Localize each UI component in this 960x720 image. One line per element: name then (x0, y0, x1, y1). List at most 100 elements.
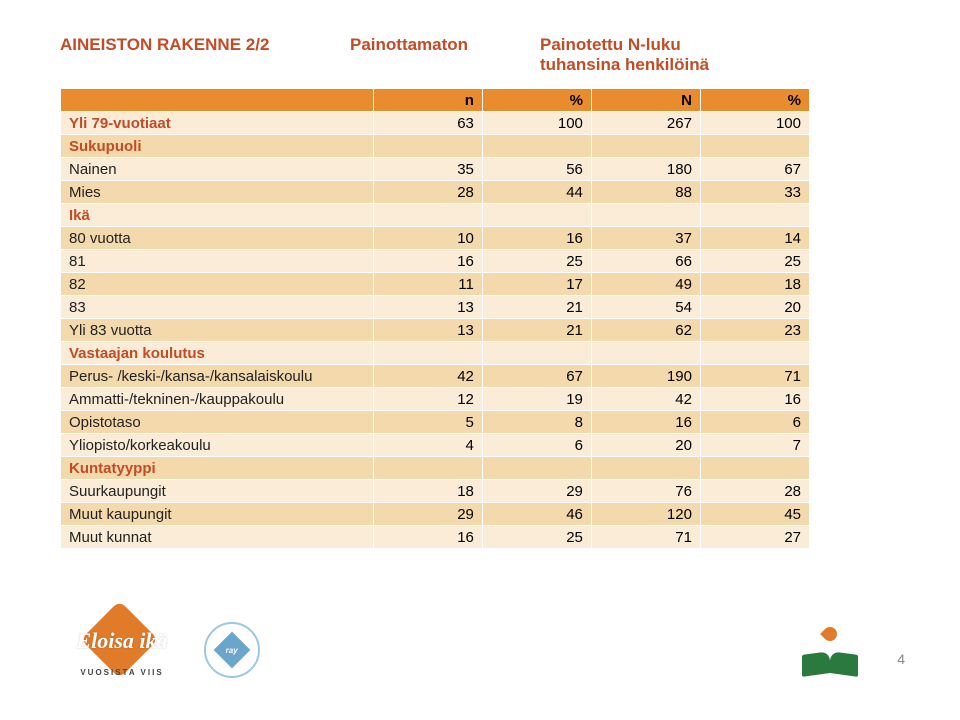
cell: 42 (591, 387, 700, 410)
cell: 11 (373, 272, 482, 295)
row-label: Yli 83 vuotta (61, 318, 374, 341)
cell (373, 134, 482, 157)
table-row: Muut kaupungit294612045 (61, 502, 810, 525)
cell (482, 456, 591, 479)
table-row: Kuntatyyppi (61, 456, 810, 479)
cell: 6 (482, 433, 591, 456)
cell: 67 (482, 364, 591, 387)
cell: 16 (700, 387, 809, 410)
cell (700, 203, 809, 226)
cell: 16 (591, 410, 700, 433)
cell: 28 (700, 479, 809, 502)
cell (373, 341, 482, 364)
cell: 14 (700, 226, 809, 249)
header-N: N (591, 88, 700, 111)
table-row: Ikä (61, 203, 810, 226)
table-row: 8313215420 (61, 295, 810, 318)
cell: 6 (700, 410, 809, 433)
cell: 62 (591, 318, 700, 341)
header-pct2: % (700, 88, 809, 111)
cell: 23 (700, 318, 809, 341)
cell: 46 (482, 502, 591, 525)
page-title: AINEISTON RAKENNE 2/2 (60, 35, 350, 76)
cell (591, 456, 700, 479)
row-label: 81 (61, 249, 374, 272)
header-n: n (373, 88, 482, 111)
book-left-page (802, 651, 830, 677)
cell: 12 (373, 387, 482, 410)
cell: 16 (482, 226, 591, 249)
cell: 120 (591, 502, 700, 525)
cell (700, 134, 809, 157)
cell: 100 (482, 111, 591, 134)
cell: 4 (373, 433, 482, 456)
cell: 10 (373, 226, 482, 249)
cell: 71 (591, 525, 700, 548)
logo-group-left: Eloisa ikä VUOSISTA VIIS ray (62, 612, 260, 687)
eloisa-text: Eloisa ikä (62, 628, 182, 654)
subtitle-weighted-line2: tuhansina henkilöinä (540, 55, 709, 74)
cell: 16 (373, 249, 482, 272)
ray-logo: ray (204, 622, 260, 678)
table-row: Muut kunnat16257127 (61, 525, 810, 548)
cell: 27 (700, 525, 809, 548)
book-logo (800, 635, 860, 677)
header-empty (61, 88, 374, 111)
cell (700, 456, 809, 479)
row-label: Nainen (61, 157, 374, 180)
cell: 18 (700, 272, 809, 295)
cell: 42 (373, 364, 482, 387)
cell: 76 (591, 479, 700, 502)
subtitle-weighted-line1: Painotettu N-luku (540, 35, 681, 54)
cell: 8 (482, 410, 591, 433)
cell: 21 (482, 318, 591, 341)
cell: 25 (700, 249, 809, 272)
table-row: 8116256625 (61, 249, 810, 272)
header-pct1: % (482, 88, 591, 111)
cell: 17 (482, 272, 591, 295)
eloisa-logo: Eloisa ikä VUOSISTA VIIS (62, 612, 192, 687)
cell: 16 (373, 525, 482, 548)
row-label: Yliopisto/korkeakoulu (61, 433, 374, 456)
cell: 29 (373, 502, 482, 525)
row-label: Muut kaupungit (61, 502, 374, 525)
row-label: 82 (61, 272, 374, 295)
table-row: Opistotaso58166 (61, 410, 810, 433)
table-row: Ammatti-/tekninen-/kauppakoulu12194216 (61, 387, 810, 410)
subtitle-unweighted: Painottamaton (350, 35, 540, 76)
cell: 28 (373, 180, 482, 203)
cell: 54 (591, 295, 700, 318)
cell (591, 134, 700, 157)
cell: 63 (373, 111, 482, 134)
cell: 21 (482, 295, 591, 318)
cell: 88 (591, 180, 700, 203)
row-label: Ammatti-/tekninen-/kauppakoulu (61, 387, 374, 410)
cell: 13 (373, 295, 482, 318)
table-row: Yli 83 vuotta13216223 (61, 318, 810, 341)
row-label: 80 vuotta (61, 226, 374, 249)
leaf-icon (820, 624, 840, 644)
cell: 25 (482, 525, 591, 548)
cell: 33 (700, 180, 809, 203)
cell: 267 (591, 111, 700, 134)
cell: 18 (373, 479, 482, 502)
table-row: Perus- /keski-/kansa-/kansalaiskoulu4267… (61, 364, 810, 387)
row-label: 83 (61, 295, 374, 318)
cell: 29 (482, 479, 591, 502)
cell: 67 (700, 157, 809, 180)
cell: 180 (591, 157, 700, 180)
cell: 71 (700, 364, 809, 387)
cell: 35 (373, 157, 482, 180)
cell: 13 (373, 318, 482, 341)
cell (591, 341, 700, 364)
cell: 49 (591, 272, 700, 295)
cell: 19 (482, 387, 591, 410)
book-right-page (830, 651, 858, 677)
ray-diamond: ray (214, 631, 251, 668)
cell (700, 341, 809, 364)
cell: 66 (591, 249, 700, 272)
cell: 56 (482, 157, 591, 180)
row-label: Yli 79-vuotiaat (61, 111, 374, 134)
cell: 190 (591, 364, 700, 387)
row-label: Perus- /keski-/kansa-/kansalaiskoulu (61, 364, 374, 387)
